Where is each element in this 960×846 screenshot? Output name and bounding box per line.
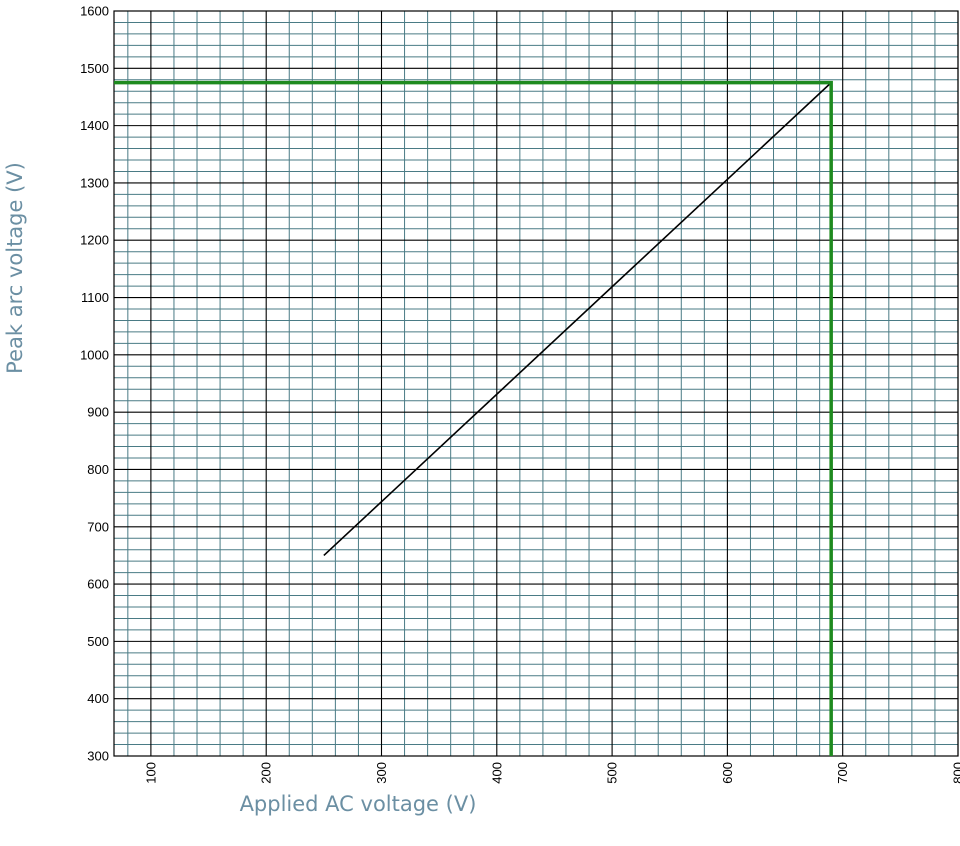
- minor-grid: [114, 11, 958, 756]
- y-tick-label: 500: [87, 634, 109, 649]
- reference-line: [114, 80, 833, 756]
- series-line: [323, 82, 832, 557]
- y-tick-label: 700: [87, 519, 109, 534]
- series-layer: [323, 82, 832, 557]
- reference-layer: [114, 80, 833, 756]
- plot-frame: [113, 10, 959, 757]
- y-tick-label: 1600: [80, 4, 109, 19]
- x-tick-labels: 100 200 300 400 500 600 700 800: [143, 762, 960, 784]
- y-tick-label: 1100: [81, 290, 109, 305]
- y-tick-label: 400: [87, 691, 109, 706]
- x-tick-label: 300: [374, 762, 389, 784]
- y-tick-label: 1400: [80, 118, 109, 133]
- y-tick-label: 900: [87, 405, 109, 420]
- y-tick-label: 300: [87, 749, 109, 764]
- y-tick-label: 1500: [80, 61, 109, 76]
- y-tick-label: 1300: [80, 175, 109, 190]
- x-tick-label: 400: [489, 762, 504, 784]
- y-tick-label: 1000: [80, 347, 109, 362]
- y-tick-label: 1200: [80, 233, 109, 248]
- x-tick-label: 200: [259, 762, 274, 784]
- y-axis-title: Peak arc voltage (V): [3, 162, 27, 374]
- x-tick-label: 600: [720, 762, 735, 784]
- x-axis-title: Applied AC voltage (V): [240, 792, 477, 816]
- x-tick-label: 800: [951, 762, 960, 784]
- x-tick-label: 700: [835, 762, 850, 784]
- y-tick-label: 800: [87, 462, 109, 477]
- y-tick-label: 600: [87, 577, 109, 592]
- x-tick-label: 100: [143, 762, 158, 784]
- y-tick-labels: 300 400 500 600 700 800 900 1000 1100 1200 1300 140…: [80, 4, 109, 764]
- x-tick-label: 500: [605, 762, 620, 784]
